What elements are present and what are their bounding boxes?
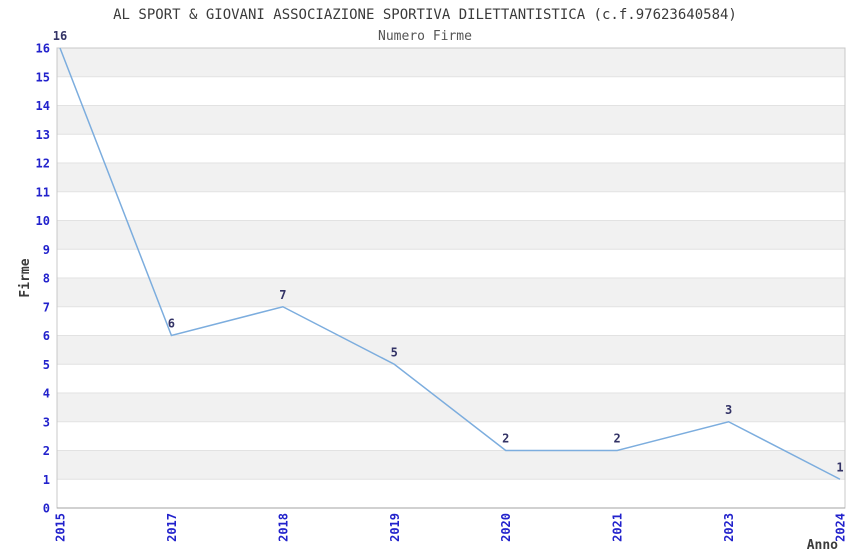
y-tick-label: 5 xyxy=(43,358,50,372)
x-tick-label: 2023 xyxy=(722,513,736,542)
x-tick-label: 2015 xyxy=(54,513,68,542)
x-tick-label: 2020 xyxy=(499,513,513,542)
point-value-label: 3 xyxy=(725,403,732,417)
y-tick-label: 12 xyxy=(36,157,50,171)
y-tick-label: 16 xyxy=(36,42,50,56)
plot-band xyxy=(57,48,845,77)
plot-frame-layer xyxy=(56,47,846,509)
y-tick-label: 14 xyxy=(36,99,50,113)
plot-band xyxy=(57,220,845,250)
chart-title: AL SPORT & GIOVANI ASSOCIAZIONE SPORTIVA… xyxy=(113,7,737,23)
x-tick-labels-layer: 2015 2017 2018 2019 2020 2021 2023 2024 xyxy=(54,513,848,542)
x-tick-label: 2017 xyxy=(165,513,179,542)
chart-subtitle: Numero Firme xyxy=(378,29,472,44)
y-tick-label: 11 xyxy=(36,185,50,199)
plot-band xyxy=(57,105,845,135)
point-value-label: 5 xyxy=(391,345,398,359)
point-value-label: 2 xyxy=(614,432,621,446)
data-series-layer xyxy=(59,47,841,480)
y-tick-label: 10 xyxy=(36,214,50,228)
y-tick-label: 6 xyxy=(43,329,50,343)
point-value-label: 7 xyxy=(279,288,286,302)
x-tick-label: 2024 xyxy=(834,513,848,542)
gridlines-layer xyxy=(57,76,845,480)
y-axis-title: Firme xyxy=(18,258,33,297)
point-labels-layer: 16 6 7 5 2 2 3 1 xyxy=(53,29,844,474)
point-value-label: 1 xyxy=(836,460,843,474)
point-value-label: 16 xyxy=(53,29,67,43)
y-tick-label: 1 xyxy=(43,473,50,487)
y-tick-label: 7 xyxy=(43,300,50,314)
y-tick-label: 0 xyxy=(43,502,50,516)
x-tick-label: 2018 xyxy=(276,513,290,542)
plot-bands-layer xyxy=(57,48,845,480)
y-tick-label: 9 xyxy=(43,243,50,257)
plot-band xyxy=(57,163,845,192)
y-tick-label: 3 xyxy=(43,415,50,429)
plot-band xyxy=(57,450,845,480)
x-axis-title: Anno xyxy=(807,538,838,550)
data-line xyxy=(59,47,841,480)
point-value-label: 2 xyxy=(502,432,509,446)
y-tick-label: 4 xyxy=(43,387,50,401)
y-tick-label: 2 xyxy=(43,444,50,458)
plot-band xyxy=(57,278,845,307)
x-tick-label: 2021 xyxy=(611,513,625,542)
plot-band xyxy=(57,335,845,365)
y-tick-label: 8 xyxy=(43,272,50,286)
x-tick-label: 2019 xyxy=(388,513,402,542)
y-tick-label: 13 xyxy=(36,128,50,142)
point-value-label: 6 xyxy=(168,317,175,331)
y-tick-label: 15 xyxy=(36,70,50,84)
